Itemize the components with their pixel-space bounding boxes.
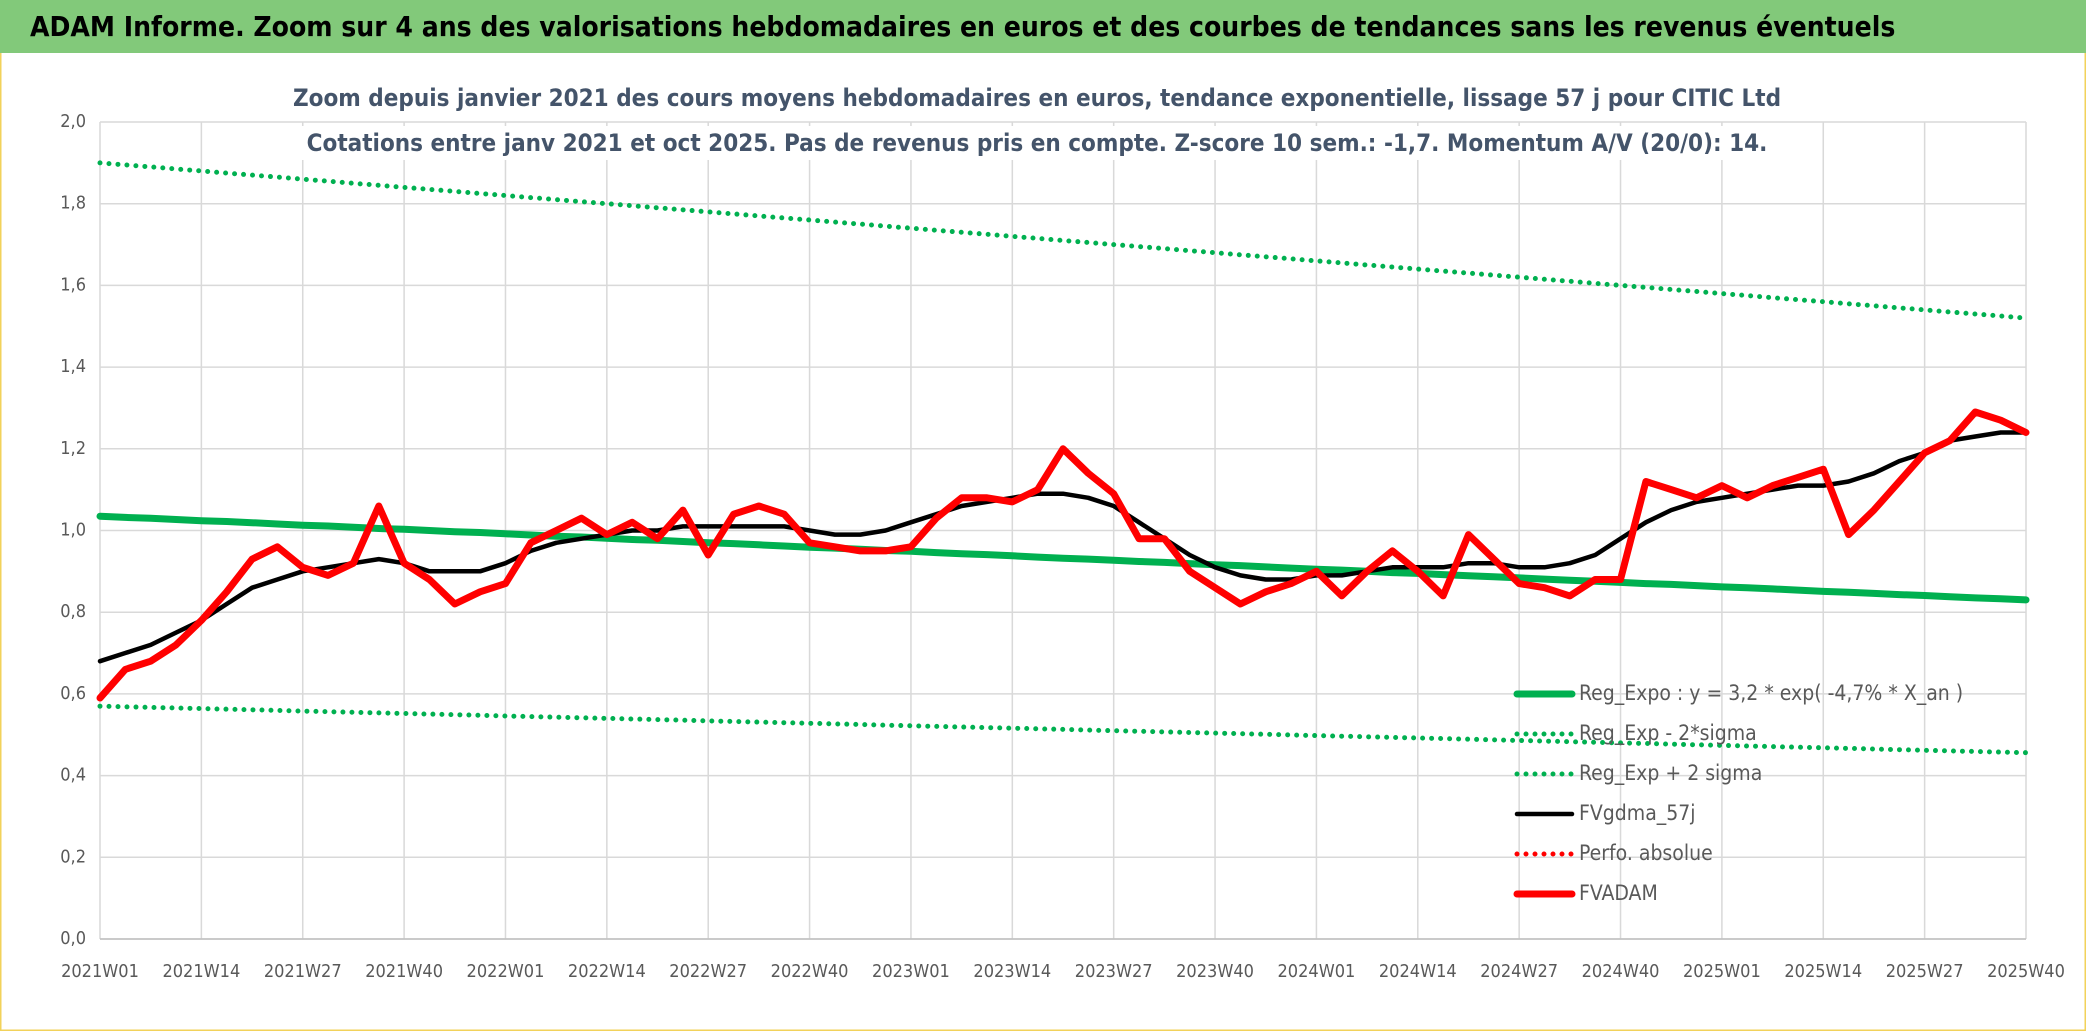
series-line [97,703,2029,756]
legend-label: Reg_Exp + 2 sigma [1579,761,1762,786]
x-tick-label: 2022W27 [669,961,747,982]
y-tick-label: 0,0 [60,928,86,949]
y-tick-label: 1,6 [60,274,86,295]
legend-label: Reg_Exp - 2*sigma [1579,721,1757,746]
y-tick-label: 2,0 [60,111,86,132]
legend-label: FVgdma_57j [1579,801,1696,826]
x-tick-label: 2025W14 [1784,961,1862,982]
y-tick-label: 1,0 [60,520,86,541]
plot: 0,0 0,2 0,4 0,6 0,8 1,0 1,2 1,4 1,6 1,8 2,0 2021W01… [60,111,2065,982]
x-tick-label: 2021W14 [162,961,240,982]
x-tick-label: 2025W01 [1683,961,1761,982]
legend-label: FVADAM [1579,881,1658,905]
x-tick-label: 2025W27 [1886,961,1964,982]
chart-title: Zoom depuis janvier 2021 des cours moyen… [293,84,1781,112]
series-line [97,430,2029,664]
x-tick-label: 2023W40 [1176,961,1254,982]
x-tick-label: 2021W01 [61,961,139,982]
x-tick-label: 2023W14 [973,961,1051,982]
y-tick-label: 1,4 [60,356,86,377]
y-tick-label: 1,8 [60,193,86,214]
legend-label: Perfo. absolue [1579,841,1713,865]
x-tick-label: 2021W27 [264,961,342,982]
series-line [96,408,2030,702]
x-tick-label: 2024W14 [1379,961,1457,982]
header-title: ADAM Informe. Zoom sur 4 ans des valoris… [30,10,1895,43]
chart-subtitle: Cotations entre janv 2021 et oct 2025. P… [307,129,1768,157]
y-tick-label: 1,2 [60,438,86,459]
title-bg [286,81,1788,115]
x-tick-label: 2023W01 [872,961,950,982]
x-tick-label: 2024W40 [1582,961,1660,982]
y-tick-label: 0,6 [60,683,86,704]
header-bar [0,0,2086,53]
series-line [96,512,2030,604]
x-tick-label: 2024W27 [1480,961,1558,982]
legend-label: Reg_Expo : y = 3,2 * exp( -4,7% * X_an ) [1579,681,1963,706]
x-tick-label: 2022W40 [771,961,849,982]
x-tick-label: 2024W01 [1278,961,1356,982]
series-line [97,160,2029,321]
x-tick-label: 2021W40 [365,961,443,982]
y-tick-label: 0,4 [60,765,86,786]
x-tick-label: 2025W40 [1987,961,2065,982]
x-tick-label: 2022W14 [568,961,646,982]
x-tick-label: 2022W01 [467,961,545,982]
x-tick-label: 2023W27 [1075,961,1153,982]
y-tick-label: 0,2 [60,846,86,867]
title-bg [300,126,1774,160]
y-tick-label: 0,8 [60,601,86,622]
